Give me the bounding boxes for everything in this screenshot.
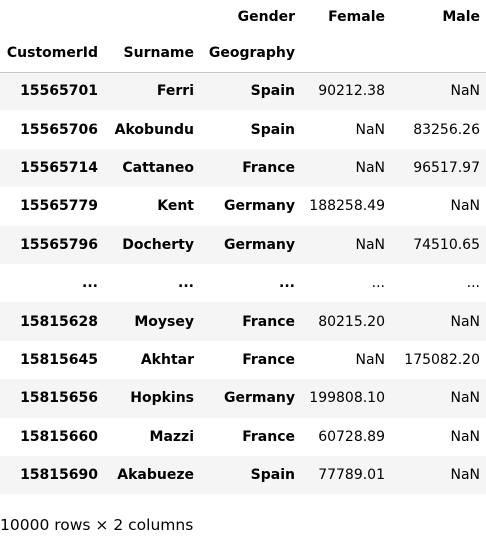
index-cell-customerid: 15815628: [20, 313, 98, 330]
index-cell-geography: Spain: [250, 83, 295, 100]
table-row: 15565706 Akobundu Spain NaN 83256.26: [0, 110, 486, 149]
index-cell-customerid: 15565701: [20, 83, 98, 100]
index-cell-surname: Akobundu: [114, 121, 194, 138]
index-cell-surname: Ferri: [156, 83, 194, 100]
columns-level-name: Gender: [237, 9, 295, 25]
index-cell-geography: Germany: [223, 390, 295, 407]
index-cell-customerid: 15815656: [20, 390, 98, 407]
index-header-geography: Geography: [200, 34, 301, 73]
blank-header-cell: [104, 0, 200, 34]
value-cell-male: NaN: [450, 390, 480, 407]
value-cell-male: NaN: [450, 313, 480, 330]
blank-header-cell: [391, 34, 486, 73]
value-cell-male: 83256.26: [413, 121, 480, 138]
value-cell-female: 199808.10: [309, 390, 385, 407]
value-cell-female: NaN: [355, 236, 385, 253]
value-cell-male: ...: [466, 275, 480, 292]
index-cell-surname: Akhtar: [140, 351, 194, 368]
value-cell-female: 188258.49: [309, 198, 385, 215]
dataframe-output: Gender Female Male CustomerId Surname Ge…: [0, 0, 486, 495]
value-cell-male: 175082.20: [404, 351, 480, 368]
index-cell-surname: Hopkins: [130, 390, 194, 407]
blank-header-cell: [0, 0, 104, 34]
index-cell-geography: France: [242, 428, 295, 445]
value-cell-male: 74510.65: [413, 236, 480, 253]
index-cell-customerid: 15815690: [20, 467, 98, 484]
table-row: 15815645 Akhtar France NaN 175082.20: [0, 340, 486, 380]
value-cell-male: NaN: [450, 428, 480, 445]
table-row: 15565714 Cattaneo France NaN 96517.97: [0, 148, 486, 188]
table-row: 15565796 Docherty Germany NaN 74510.65: [0, 225, 486, 264]
index-cell-surname: Kent: [157, 198, 194, 215]
value-cell-male: NaN: [450, 198, 480, 215]
table-header: Gender Female Male CustomerId Surname Ge…: [0, 0, 486, 73]
value-cell-female: NaN: [355, 121, 385, 138]
index-header-surname: Surname: [104, 34, 200, 73]
table-row: 15565779 Kent Germany 188258.49 NaN: [0, 187, 486, 226]
value-cell-female: ...: [371, 275, 385, 292]
index-cell-surname: Docherty: [122, 236, 194, 253]
index-cell-customerid: 15565714: [20, 159, 98, 176]
column-level-row: Gender Female Male: [0, 0, 486, 34]
dataframe-shape-text: 10000 rows × 2 columns: [0, 516, 194, 534]
table-row: 15815628 Moysey France 80215.20 NaN: [0, 302, 486, 341]
value-cell-male: NaN: [450, 83, 480, 100]
index-cell-geography: France: [242, 313, 295, 330]
index-cell-surname: ...: [178, 275, 194, 292]
table-row: 15815656 Hopkins Germany 199808.10 NaN: [0, 379, 486, 418]
value-cell-female: NaN: [355, 351, 385, 368]
index-cell-customerid: 15565796: [20, 236, 98, 253]
index-cell-geography: Spain: [250, 121, 295, 138]
blank-header-cell: [301, 34, 391, 73]
value-cell-female: NaN: [355, 159, 385, 176]
column-header-female: Female: [328, 9, 385, 25]
index-cell-surname: Moysey: [134, 313, 194, 330]
index-cell-geography: France: [242, 159, 295, 176]
index-cell-geography: Germany: [223, 198, 295, 215]
table-row: 15815690 Akabueze Spain 77789.01 NaN: [0, 455, 486, 495]
index-cell-customerid: ...: [82, 275, 98, 292]
dataframe-table: Gender Female Male CustomerId Surname Ge…: [0, 0, 486, 495]
table-row: 15815660 Mazzi France 60728.89 NaN: [0, 417, 486, 456]
index-cell-customerid: 15565779: [20, 198, 98, 215]
index-cell-geography: France: [242, 351, 295, 368]
value-cell-female: 90212.38: [318, 83, 385, 100]
index-cell-surname: Cattaneo: [122, 159, 194, 176]
index-cell-geography: Germany: [223, 236, 295, 253]
index-names-row: CustomerId Surname Geography: [0, 34, 486, 73]
table-row: 15565701 Ferri Spain 90212.38 NaN: [0, 72, 486, 111]
index-cell-customerid: 15815645: [20, 351, 98, 368]
value-cell-female: 60728.89: [318, 428, 385, 445]
index-cell-customerid: 15815660: [20, 428, 98, 445]
table-body: 15565701 Ferri Spain 90212.38 NaN 15565706 Ako…: [0, 72, 486, 495]
index-cell-geography: Spain: [250, 467, 295, 484]
index-cell-surname: Mazzi: [149, 428, 194, 445]
value-cell-female: 77789.01: [318, 467, 385, 484]
table-row: ...............: [0, 263, 486, 303]
index-cell-geography: ...: [279, 275, 295, 292]
value-cell-male: 96517.97: [413, 159, 480, 176]
value-cell-female: 80215.20: [318, 313, 385, 330]
index-cell-customerid: 15565706: [20, 121, 98, 138]
column-header-male: Male: [442, 9, 480, 25]
index-header-customerid: CustomerId: [0, 34, 104, 73]
index-cell-surname: Akabueze: [117, 467, 194, 484]
value-cell-male: NaN: [450, 467, 480, 484]
